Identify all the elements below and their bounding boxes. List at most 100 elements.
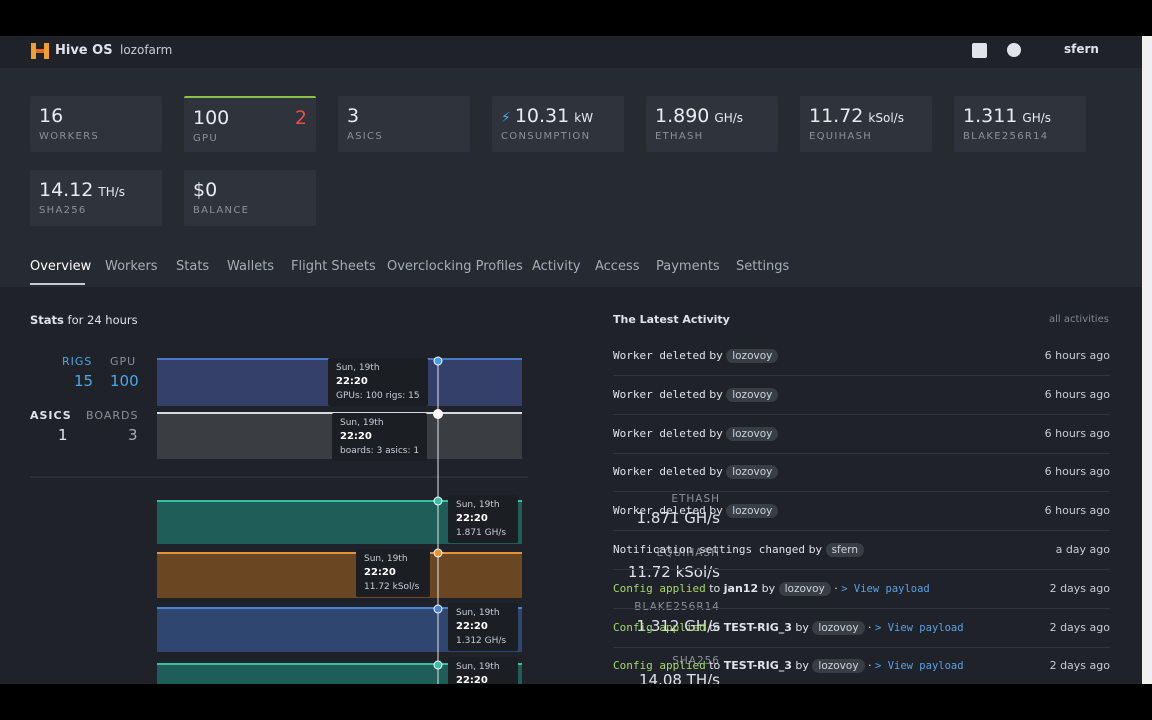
- card-value: 11.72 kSol/s: [809, 105, 904, 127]
- asic-tooltip: Sun, 19th 22:20 boards: 3 asics: 1: [332, 413, 428, 461]
- view-payload[interactable]: > View payload: [875, 621, 964, 634]
- stat-card[interactable]: $0 BALANCE: [184, 170, 316, 226]
- card-value: 1.890 GH/s: [655, 105, 743, 127]
- activity-to: to: [709, 620, 721, 634]
- algo-value: 11.72 kSol/s: [627, 563, 720, 581]
- tooltip-time: 22:20: [340, 431, 372, 442]
- user-name[interactable]: sfern: [1064, 42, 1099, 56]
- unit: kSol/s: [868, 111, 904, 125]
- stat-card[interactable]: 1.890 GH/s ETHASH: [646, 96, 778, 152]
- activity-target: TEST-RIG_3: [723, 659, 792, 673]
- value: $0: [193, 179, 218, 201]
- value: 1.311: [963, 105, 1018, 127]
- tab[interactable]: Settings: [736, 259, 790, 274]
- activity-time: a day ago: [1055, 543, 1110, 556]
- offline-count: 2: [294, 107, 307, 129]
- all-activities-link[interactable]: all activities: [1049, 314, 1109, 325]
- tab[interactable]: Overview: [30, 259, 92, 274]
- activity-row: Worker deleted by lozovoy: [613, 347, 779, 365]
- timer-button[interactable]: [1007, 43, 1021, 57]
- separator: [613, 607, 1110, 609]
- farm-selector[interactable]: lozofarm: [120, 43, 173, 57]
- tab[interactable]: Activity: [532, 259, 581, 274]
- value: 11.72: [809, 105, 864, 127]
- boards-label: BOARDS: [86, 409, 139, 422]
- stat-card[interactable]: 11.72 kSol/s EQUIHASH: [800, 96, 932, 152]
- content: Stats for 24 hours RIGS GPU 15 100 ASICS…: [0, 287, 1142, 684]
- add-button[interactable]: [972, 43, 987, 58]
- tooltip-text: GPUs: 100 rigs: 15: [336, 391, 420, 401]
- algo-value: 1.871 GH/s: [636, 509, 720, 527]
- tooltip-day: Sun, 19th: [456, 500, 500, 510]
- activity-row: Config applied to TEST-RIG_3 by lozovoy …: [613, 620, 964, 635]
- card-label: ETHASH: [655, 131, 704, 142]
- tab[interactable]: Workers: [105, 259, 158, 274]
- separator: [613, 530, 1110, 532]
- activity-to: to: [709, 581, 721, 595]
- scrollbar[interactable]: [1142, 36, 1152, 684]
- user-chip: sfern: [825, 543, 864, 557]
- card-label: BLAKE256R14: [963, 131, 1049, 142]
- activity-time: 6 hours ago: [1044, 426, 1110, 440]
- value: 1.890: [655, 105, 710, 127]
- activity-action: Worker deleted: [613, 349, 706, 362]
- activity-by: by: [795, 620, 809, 634]
- tab[interactable]: Access: [595, 259, 640, 274]
- activity-time: 2 days ago: [1049, 581, 1110, 595]
- brand[interactable]: Hive OS: [55, 43, 113, 58]
- algo-tooltip: Sun, 19th 22:20 11.72 kSol/s: [356, 549, 430, 597]
- tooltip-text: 11.72 kSol/s: [364, 582, 420, 592]
- tab[interactable]: Flight Sheets: [291, 259, 376, 274]
- activity-row: Worker deleted by lozovoy: [613, 502, 779, 520]
- card-label: ASICS: [347, 131, 383, 142]
- tooltip-day: Sun, 19th: [456, 662, 500, 672]
- value: 10.31: [514, 105, 570, 127]
- stat-card[interactable]: 1.311 GH/s BLAKE256R14: [954, 96, 1086, 152]
- tooltip-time: 22:20: [364, 567, 396, 578]
- user-chip: lozovoy: [812, 620, 865, 635]
- tab[interactable]: Overclocking Profiles: [387, 259, 523, 274]
- algo-value: 1.312 GH/s: [636, 617, 720, 635]
- unit: GH/s: [714, 111, 744, 125]
- activity-action: Config applied: [613, 581, 706, 595]
- activity-by: by: [709, 349, 723, 362]
- tab[interactable]: Wallets: [227, 259, 275, 274]
- separator: [613, 646, 1110, 648]
- algo-value: 14.08 TH/s: [638, 671, 720, 684]
- card-label: GPU: [193, 133, 218, 144]
- activity-row: Notification settings changed by sfern: [613, 541, 864, 559]
- value: 14.12: [39, 179, 94, 201]
- tooltip-time: 22:20: [456, 513, 488, 524]
- activity-action: Worker deleted: [613, 426, 706, 440]
- stat-card[interactable]: 16 WORKERS: [30, 96, 162, 152]
- value: 3: [347, 105, 360, 127]
- tab[interactable]: Stats: [176, 259, 210, 274]
- user-chip: lozovoy: [726, 349, 779, 363]
- view-payload[interactable]: > View payload: [841, 582, 930, 595]
- separator: [613, 452, 1110, 454]
- card-value: 14.12 TH/s: [39, 179, 125, 201]
- value: 100: [193, 107, 230, 129]
- tooltip-text: 1.871 GH/s: [456, 528, 507, 538]
- gpu-label: GPU: [110, 355, 137, 368]
- activity-by: by: [709, 504, 723, 518]
- activity-row: Worker deleted by lozovoy: [613, 463, 779, 481]
- stat-card[interactable]: 3 ASICS: [338, 96, 470, 152]
- stat-card[interactable]: ⚡ 10.31 kW CONSUMPTION: [492, 96, 624, 152]
- stat-card[interactable]: 14.12 TH/s SHA256: [30, 170, 162, 226]
- separator: [613, 569, 1110, 570]
- activity-action: Config applied: [613, 659, 706, 673]
- activity-row: Config applied to jan12 by lozovoy · > V…: [613, 581, 930, 596]
- tab[interactable]: Payments: [656, 259, 720, 274]
- rigs-value: 15: [74, 372, 94, 390]
- activity-action: Worker deleted: [613, 504, 706, 518]
- activity-row: Config applied to TEST-RIG_3 by lozovoy …: [613, 659, 964, 674]
- view-payload[interactable]: > View payload: [875, 660, 964, 673]
- card-label: BALANCE: [193, 205, 250, 216]
- stat-card[interactable]: 100 2 GPU: [184, 96, 316, 152]
- activity-time: 2 days ago: [1049, 659, 1110, 673]
- power-icon: ⚡: [501, 110, 511, 126]
- activity-title: The Latest Activity: [613, 313, 730, 326]
- asics-label: ASICS: [30, 409, 72, 422]
- tooltip-day: Sun, 19th: [456, 608, 500, 618]
